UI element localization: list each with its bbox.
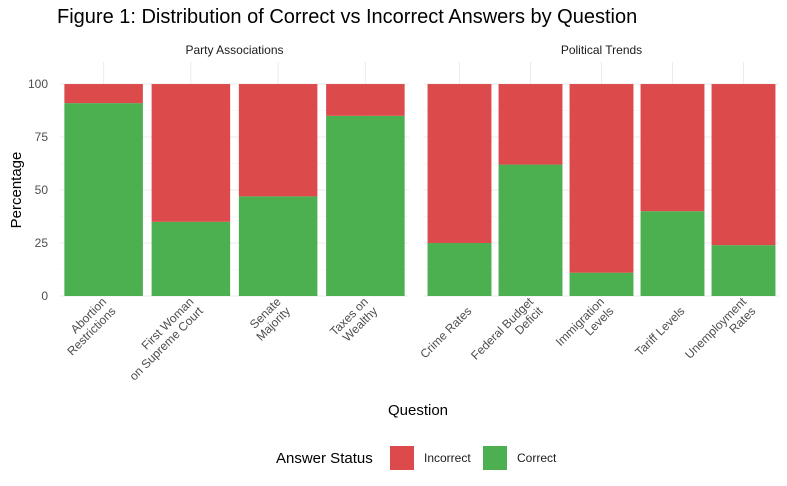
y-axis-title: Percentage: [8, 152, 25, 229]
bar-correct: [569, 272, 634, 296]
legend-label-correct: Correct: [517, 451, 557, 465]
y-tick-label: 0: [41, 289, 48, 303]
panel-1: Party Associations AbortionRestrictions Fi…: [28, 43, 409, 383]
x-tick-label: Federal BudgetDeficit: [468, 294, 546, 372]
x-tick-label: Crime Rates: [417, 304, 474, 361]
facet-label: Party Associations: [185, 43, 283, 57]
y-tick-label: 100: [28, 77, 48, 91]
legend-swatch-incorrect: [390, 446, 414, 470]
facet-label: Political Trends: [561, 43, 642, 57]
x-tick-label: UnemploymentRates: [682, 294, 759, 371]
bar-incorrect: [64, 84, 143, 104]
x-tick-label: First Womanon Supreme Court: [117, 294, 206, 383]
bar-incorrect: [427, 84, 492, 244]
bar-correct: [640, 211, 705, 296]
x-axis-title: Question: [388, 402, 448, 419]
facet-panels: Party Associations AbortionRestrictions Fi…: [28, 43, 779, 383]
x-tick-label: SenateMajority: [244, 294, 293, 343]
x-tick-label: Taxes onWealthy: [327, 295, 380, 348]
bar-correct: [427, 243, 492, 296]
x-tick-label: Tariff Levels: [632, 304, 687, 359]
y-tick-label: 25: [35, 236, 49, 250]
bar-incorrect: [151, 84, 231, 222]
legend-label-incorrect: Incorrect: [424, 451, 471, 465]
bar-incorrect: [640, 84, 705, 212]
bar-incorrect: [569, 84, 634, 273]
bar-correct: [238, 196, 318, 296]
legend: Answer Status Incorrect Correct: [276, 446, 557, 470]
legend-swatch-correct: [483, 446, 507, 470]
bar-correct: [326, 115, 405, 296]
bar-incorrect: [326, 84, 405, 116]
bar-correct: [498, 164, 563, 296]
bar-incorrect: [238, 84, 318, 197]
chart-title: Figure 1: Distribution of Correct vs Inc…: [57, 6, 637, 28]
bar-incorrect: [711, 84, 776, 246]
x-tick-label: AbortionRestrictions: [55, 295, 119, 359]
y-tick-label: 75: [35, 130, 49, 144]
bar-correct: [711, 245, 776, 296]
x-tick-label: ImmigrationLevels: [553, 295, 617, 359]
bar-incorrect: [498, 84, 563, 165]
legend-title: Answer Status: [276, 450, 373, 467]
y-tick-label: 50: [35, 183, 49, 197]
bar-correct: [151, 221, 231, 296]
bar-correct: [64, 103, 143, 296]
